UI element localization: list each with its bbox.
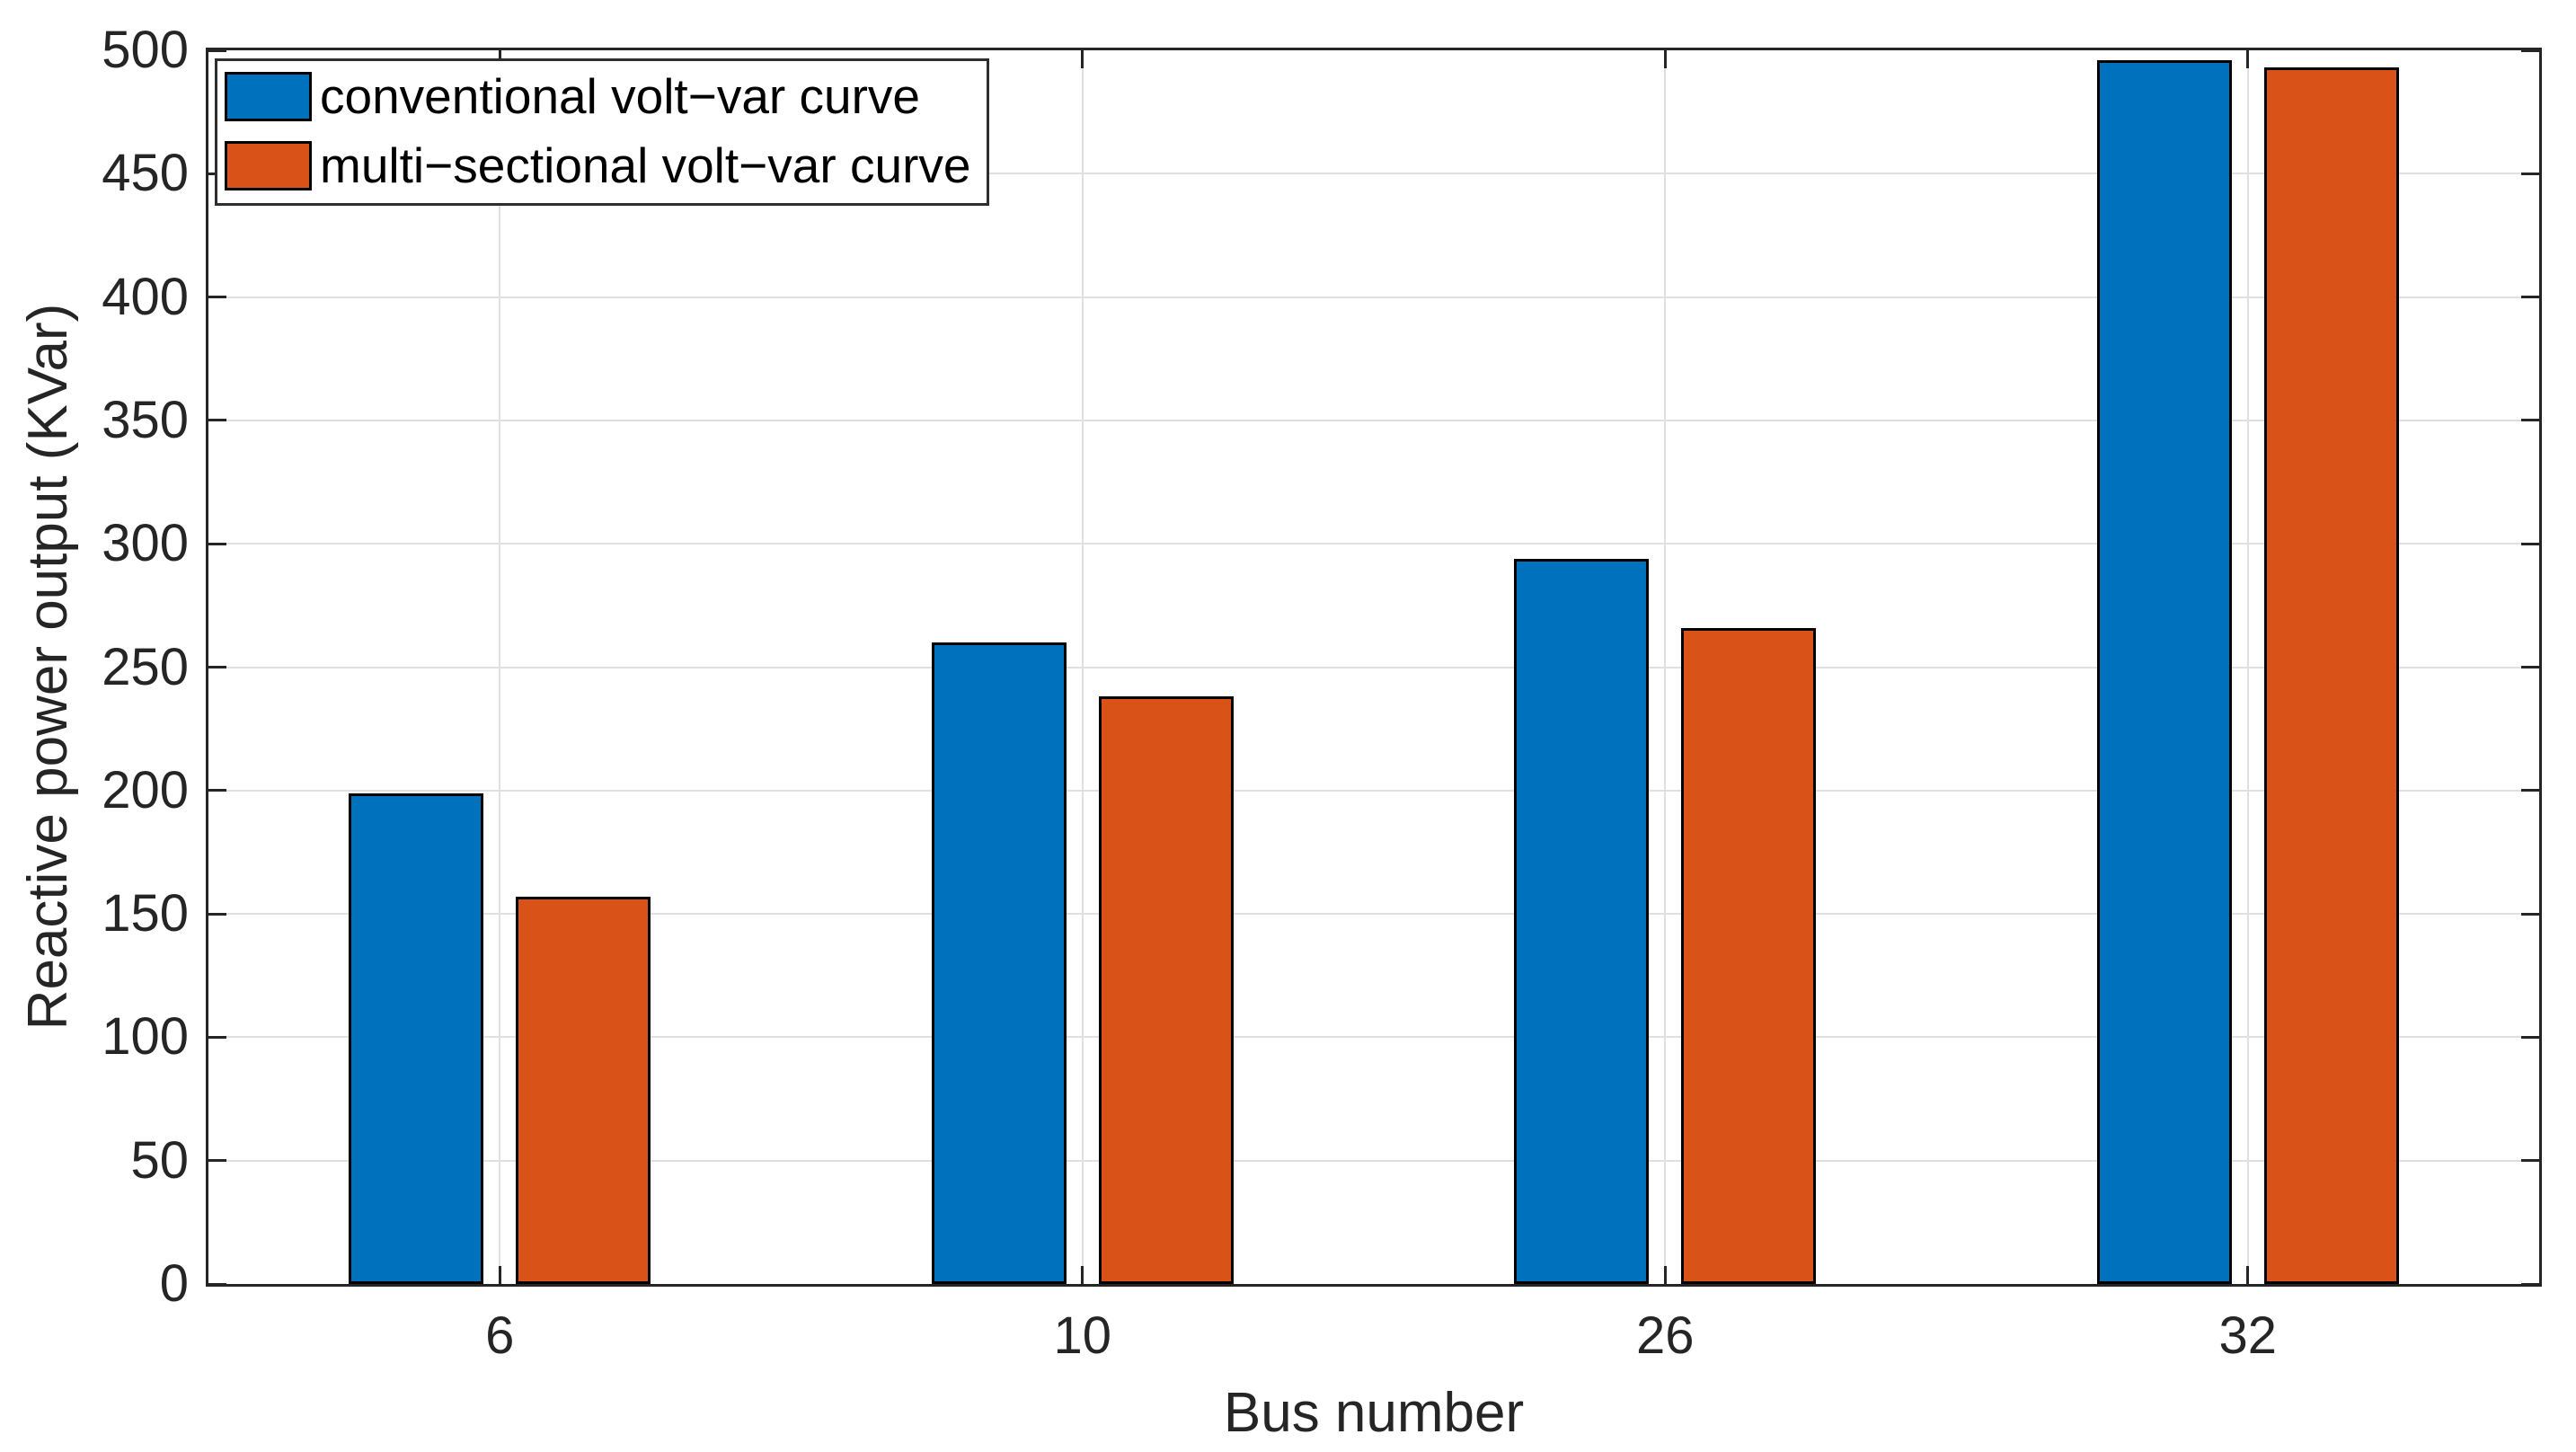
tick-left-y-150 <box>208 912 226 916</box>
gridline-y-150 <box>208 913 2539 916</box>
y-tick-label-150: 150 <box>102 884 189 943</box>
tick-right-y-0 <box>2521 1282 2539 1286</box>
legend-label-multisectional: multi−sectional volt−var curve <box>320 137 971 193</box>
gridline-y-400 <box>208 296 2539 298</box>
gridline-y-250 <box>208 666 2539 668</box>
tick-left-y-500 <box>208 49 226 52</box>
y-tick-label-100: 100 <box>102 1007 189 1067</box>
bar-multi-sectional-6 <box>516 896 651 1284</box>
bar-multi-sectional-10 <box>1098 696 1234 1284</box>
x-tick-label-32: 32 <box>2218 1306 2277 1365</box>
tick-top-x-32 <box>2246 50 2250 68</box>
legend-label-conventional: conventional volt−var curve <box>320 68 921 124</box>
tick-top-x-10 <box>1081 50 1084 68</box>
tick-right-y-350 <box>2521 419 2539 422</box>
gridline-x-26 <box>1664 50 1667 1284</box>
bar-conventional-32 <box>2096 59 2232 1284</box>
tick-bottom-x-32 <box>2246 1266 2250 1284</box>
legend-swatch-conventional-icon <box>225 72 312 121</box>
bar-conventional-10 <box>931 642 1067 1284</box>
gridline-x-6 <box>499 50 501 1284</box>
gridline-y-200 <box>208 789 2539 792</box>
tick-left-y-200 <box>208 789 226 792</box>
tick-left-y-350 <box>208 419 226 422</box>
x-tick-label-26: 26 <box>1635 1306 1695 1365</box>
gridline-y-50 <box>208 1159 2539 1162</box>
bar-multi-sectional-26 <box>1681 627 1817 1284</box>
tick-right-y-50 <box>2521 1159 2539 1163</box>
tick-right-y-450 <box>2521 172 2539 175</box>
bar-conventional-6 <box>349 792 484 1284</box>
tick-left-y-50 <box>208 1159 226 1163</box>
legend-item-conventional: conventional volt−var curve <box>225 72 970 121</box>
gridline-x-32 <box>2246 50 2249 1284</box>
x-tick-label-10: 10 <box>1053 1306 1111 1365</box>
y-tick-label-50: 50 <box>130 1130 189 1190</box>
tick-right-y-150 <box>2521 912 2539 916</box>
y-tick-label-350: 350 <box>102 390 189 449</box>
tick-left-y-0 <box>208 1282 226 1286</box>
x-tick-label-6: 6 <box>485 1306 515 1365</box>
y-tick-label-500: 500 <box>102 21 189 79</box>
tick-top-x-26 <box>1663 50 1667 68</box>
tick-right-y-300 <box>2521 542 2539 545</box>
y-tick-label-450: 450 <box>102 144 189 203</box>
bar-multi-sectional-32 <box>2263 67 2399 1284</box>
y-tick-label-0: 0 <box>159 1254 189 1313</box>
x-axis-label: Bus number <box>1223 1382 1525 1444</box>
bar-conventional-26 <box>1514 558 1650 1284</box>
tick-bottom-x-10 <box>1081 1266 1084 1284</box>
tick-bottom-x-26 <box>1663 1266 1667 1284</box>
tick-left-y-100 <box>208 1035 226 1039</box>
plot-area: conventional volt−var curve multi−sectio… <box>206 48 2542 1287</box>
gridline-y-350 <box>208 419 2539 421</box>
y-tick-label-400: 400 <box>102 267 189 326</box>
gridline-y-450 <box>208 173 2539 175</box>
tick-right-y-500 <box>2521 49 2539 52</box>
tick-right-y-100 <box>2521 1035 2539 1039</box>
tick-left-y-400 <box>208 296 226 299</box>
tick-left-y-300 <box>208 542 226 545</box>
gridline-y-100 <box>208 1036 2539 1039</box>
y-tick-label-200: 200 <box>102 760 189 819</box>
y-tick-label-300: 300 <box>102 514 189 573</box>
legend-swatch-multisectional-icon <box>225 141 312 190</box>
tick-right-y-250 <box>2521 666 2539 668</box>
legend: conventional volt−var curve multi−sectio… <box>215 58 990 206</box>
tick-left-y-250 <box>208 666 226 668</box>
legend-item-multisectional: multi−sectional volt−var curve <box>225 141 970 190</box>
gridline-y-300 <box>208 543 2539 545</box>
tick-right-y-400 <box>2521 296 2539 299</box>
gridline-x-10 <box>1081 50 1084 1284</box>
tick-right-y-200 <box>2521 789 2539 792</box>
tick-bottom-x-6 <box>498 1266 501 1284</box>
y-tick-label-250: 250 <box>102 637 189 696</box>
